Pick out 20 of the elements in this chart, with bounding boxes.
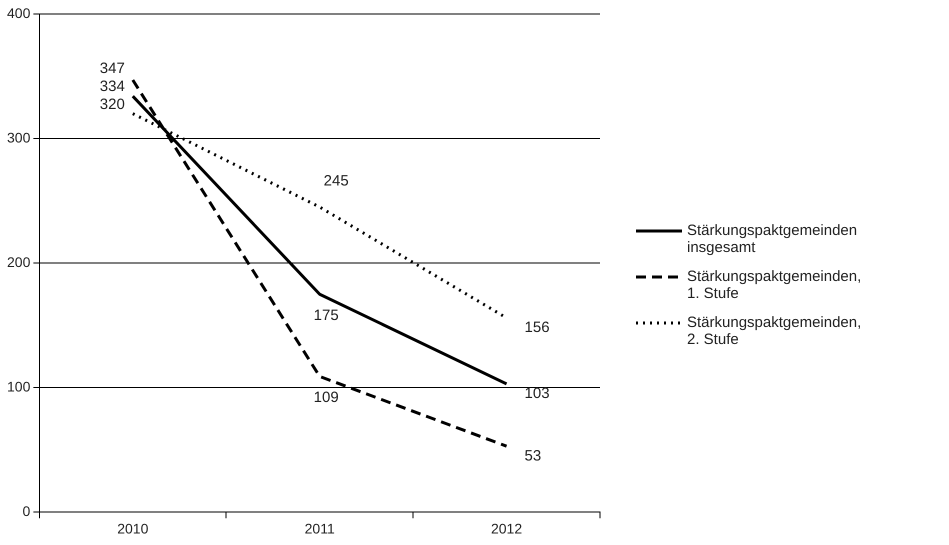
y-tick-label: 200 [7, 254, 31, 270]
x-tick-label: 2012 [490, 520, 522, 536]
y-tick-label: 0 [22, 503, 31, 520]
legend-label: Stärkungspaktgemeinden, 1. Stufe [687, 268, 862, 302]
legend-label: Stärkungspaktgemeinden insgesamt [687, 222, 858, 256]
x-tick-label: 2010 [117, 520, 149, 536]
y-tick-label: 400 [7, 4, 31, 21]
x-tick-label: 2011 [304, 520, 335, 536]
data-label: 334 [100, 78, 125, 95]
data-label: 103 [524, 385, 550, 402]
y-tick-label: 300 [7, 129, 31, 146]
data-label: 175 [314, 306, 339, 324]
data-label: 320 [100, 96, 125, 113]
data-label: 53 [524, 447, 542, 464]
data-label: 347 [100, 60, 125, 77]
data-label: 245 [324, 172, 349, 190]
data-label: 156 [524, 319, 550, 336]
y-tick-label: 100 [7, 378, 31, 395]
data-label: 109 [314, 389, 339, 406]
legend-label: Stärkungspaktgemeinden, 2. Stufe [687, 314, 862, 348]
